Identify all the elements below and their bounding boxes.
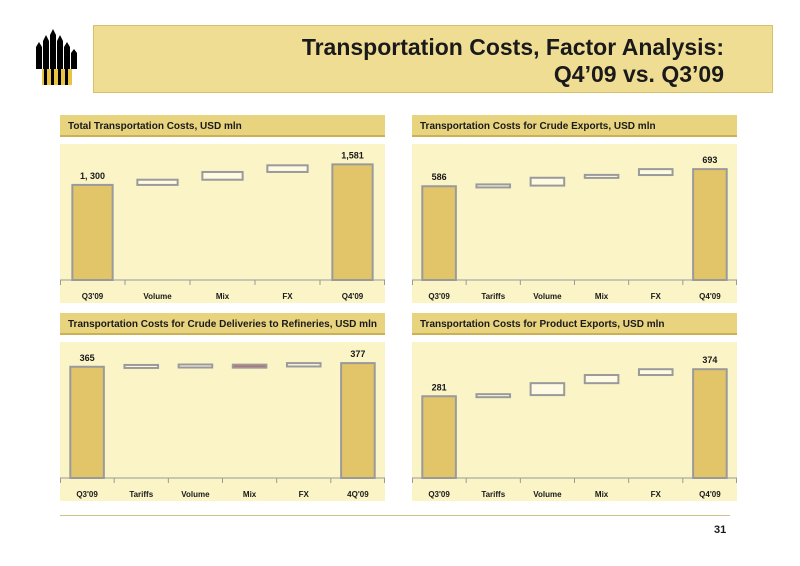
- footer-divider: [60, 515, 730, 516]
- x-tick-label: FX: [651, 292, 662, 301]
- data-label: 281: [432, 382, 447, 392]
- panel-title: Transportation Costs for Crude Exports, …: [412, 115, 737, 137]
- x-tick-label: Q4'09: [699, 490, 721, 499]
- data-label: 365: [80, 353, 95, 363]
- plot-area: 1, 300 Q3'09 Volume Mix FX 1,581 Q4'09: [60, 144, 385, 303]
- x-tick-label: Volume: [533, 490, 562, 499]
- waterfall-chart: 365 Q3'09 Tariffs Volume Mix FX 377 4Q'09: [60, 349, 385, 499]
- panel-title: Transportation Costs for Product Exports…: [412, 313, 737, 335]
- x-tick-label: Tariffs: [481, 490, 505, 499]
- waterfall-bar: [692, 368, 728, 480]
- page-number: 31: [714, 524, 727, 536]
- waterfall-bar: [637, 168, 674, 177]
- waterfall-bar: [421, 185, 457, 282]
- waterfall-bar: [266, 164, 309, 173]
- x-tick-label: Volume: [181, 490, 210, 499]
- x-tick-label: FX: [282, 292, 293, 301]
- x-tick-label: Q3'09: [82, 292, 104, 301]
- data-label: 374: [702, 355, 717, 365]
- x-tick-label: Tariffs: [129, 490, 153, 499]
- waterfall-bar: [231, 363, 268, 369]
- x-tick-label: Mix: [595, 490, 609, 499]
- plot-area: 281 Q3'09 Tariffs Volume Mix FX 374 Q4'09: [412, 342, 737, 501]
- data-label: 693: [702, 155, 717, 165]
- waterfall-bar: [421, 395, 457, 479]
- waterfall-bar: [136, 178, 179, 186]
- data-label: 1, 300: [80, 171, 105, 181]
- page-title-line1: Transportation Costs, Factor Analysis:: [301, 34, 724, 60]
- data-label: 1,581: [341, 150, 364, 160]
- plot-area: 365 Q3'09 Tariffs Volume Mix FX 377 4Q'09: [60, 342, 385, 501]
- waterfall-bar: [71, 183, 114, 282]
- waterfall-bar: [177, 363, 214, 369]
- waterfall-bar: [340, 362, 376, 480]
- page-title: Transportation Costs, Factor Analysis: Q…: [302, 34, 724, 88]
- x-tick-label: Q3'09: [428, 292, 450, 301]
- page-header: Transportation Costs, Factor Analysis: Q…: [93, 25, 773, 93]
- x-tick-label: Mix: [243, 490, 257, 499]
- waterfall-bar: [69, 365, 105, 480]
- waterfall-chart: 281 Q3'09 Tariffs Volume Mix FX 374 Q4'09: [412, 355, 737, 499]
- plot-area: 586 Q3'09 Tariffs Volume Mix FX 693 Q4'09: [412, 144, 737, 303]
- panel-title: Total Transportation Costs, USD mln: [60, 115, 385, 137]
- waterfall-bar: [285, 362, 322, 368]
- data-label: 377: [350, 349, 365, 359]
- x-tick-label: Volume: [143, 292, 172, 301]
- waterfall-bar: [583, 374, 620, 385]
- waterfall-chart: 1, 300 Q3'09 Volume Mix FX 1,581 Q4'09: [60, 150, 385, 301]
- data-label: 586: [432, 172, 447, 182]
- page-title-line2: Q4’09 vs. Q3’09: [553, 61, 724, 87]
- x-tick-label: Q4'09: [699, 292, 721, 301]
- x-tick-label: Q4'09: [342, 292, 364, 301]
- x-tick-label: Mix: [595, 292, 609, 301]
- x-tick-label: Tariffs: [481, 292, 505, 301]
- waterfall-bar: [637, 368, 674, 377]
- x-tick-label: Q3'09: [76, 490, 98, 499]
- waterfall-bar: [201, 170, 244, 181]
- x-tick-label: Q3'09: [428, 490, 450, 499]
- x-tick-label: Mix: [216, 292, 230, 301]
- waterfall-bar: [529, 382, 566, 397]
- x-tick-label: FX: [299, 490, 310, 499]
- waterfall-bar: [123, 363, 160, 369]
- waterfall-bar: [529, 176, 566, 187]
- waterfall-bar: [692, 168, 728, 281]
- panel-title: Transportation Costs for Crude Deliverie…: [60, 313, 385, 335]
- waterfall-bar: [475, 393, 512, 399]
- x-tick-label: Volume: [533, 292, 562, 301]
- waterfall-chart: 586 Q3'09 Tariffs Volume Mix FX 693 Q4'09: [412, 155, 737, 301]
- waterfall-bar: [331, 163, 374, 281]
- company-logo-icon: [28, 25, 90, 93]
- waterfall-bar: [583, 173, 620, 179]
- x-tick-label: 4Q'09: [347, 490, 369, 499]
- x-tick-label: FX: [651, 490, 662, 499]
- waterfall-bar: [475, 183, 512, 189]
- company-logo: [28, 25, 90, 93]
